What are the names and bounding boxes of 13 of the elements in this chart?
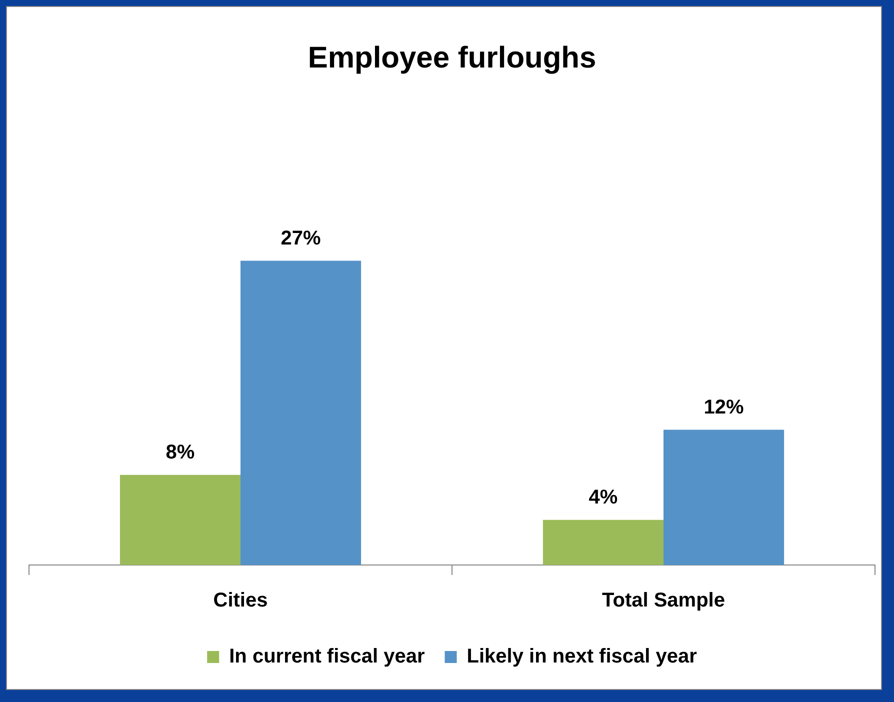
data-label: 27% <box>280 227 322 250</box>
bar <box>240 260 362 565</box>
chart-title: Employee furloughs <box>308 41 596 74</box>
data-label: 12% <box>704 396 744 418</box>
data-label: 4% <box>588 486 618 508</box>
x-tick-label: Cities <box>213 590 268 612</box>
legend-label: Likely in next fiscal year <box>466 646 698 668</box>
legend-label: In current fiscal year <box>229 646 425 668</box>
data-label: 8% <box>166 441 195 464</box>
bar <box>664 430 784 565</box>
bar <box>542 520 664 565</box>
bar <box>120 474 240 565</box>
x-tick-label: Total Sample <box>602 590 725 612</box>
